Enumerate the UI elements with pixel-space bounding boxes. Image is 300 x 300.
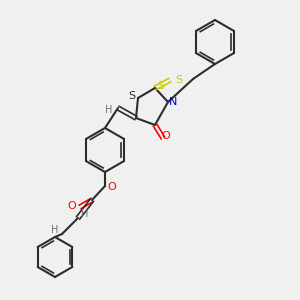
Text: O: O bbox=[162, 131, 170, 141]
Text: S: S bbox=[176, 75, 183, 85]
Text: H: H bbox=[81, 209, 89, 219]
Text: H: H bbox=[105, 105, 113, 115]
Text: S: S bbox=[158, 81, 165, 91]
Text: O: O bbox=[68, 201, 76, 211]
Text: S: S bbox=[128, 91, 136, 101]
Text: N: N bbox=[169, 97, 177, 107]
Text: O: O bbox=[108, 182, 116, 192]
Text: H: H bbox=[51, 225, 59, 235]
